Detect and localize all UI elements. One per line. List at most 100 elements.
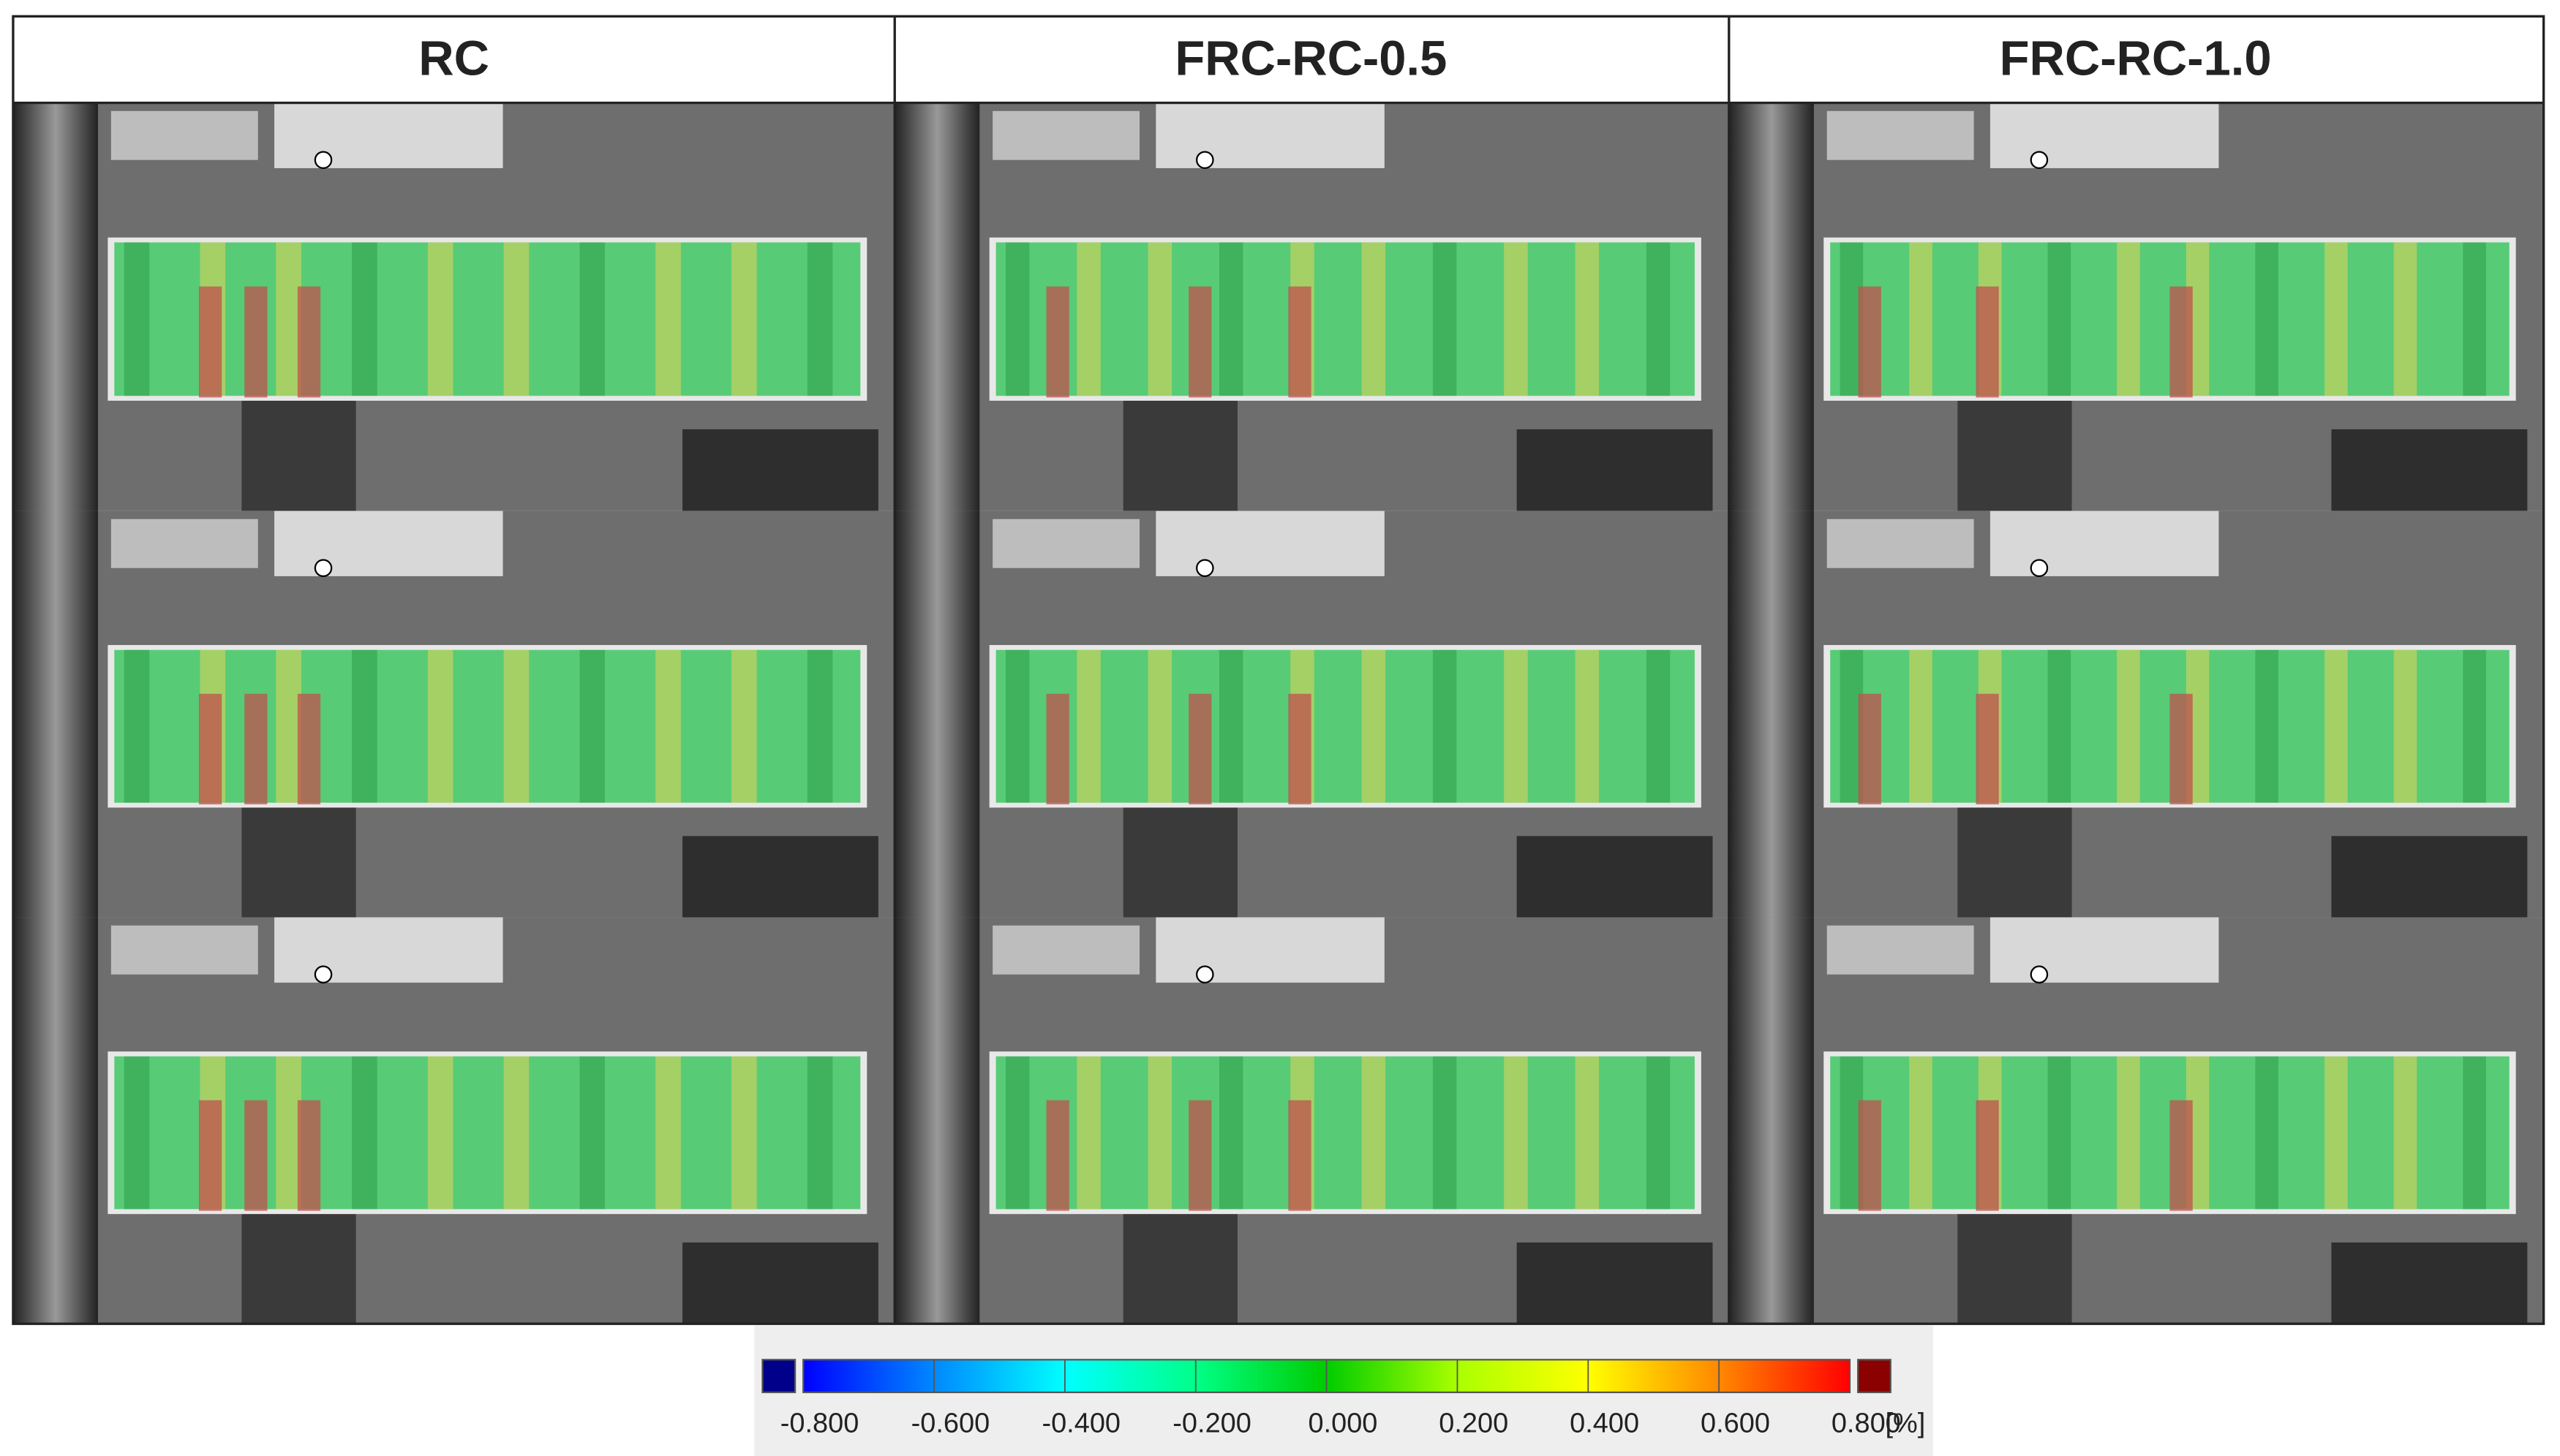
crack-band bbox=[1046, 693, 1069, 804]
target bbox=[314, 965, 333, 984]
strain-band bbox=[1575, 649, 1599, 803]
target bbox=[1196, 965, 1214, 984]
strain-band bbox=[655, 649, 681, 803]
strain-band bbox=[1432, 242, 1457, 396]
strain-band bbox=[579, 649, 606, 803]
column-header: FRC-RC-0.5 bbox=[1175, 31, 1447, 86]
rig bbox=[110, 925, 258, 975]
tick-label: 0.800 bbox=[1831, 1408, 1901, 1439]
rig bbox=[274, 917, 503, 983]
strain-band bbox=[2255, 649, 2278, 803]
strain-band bbox=[1504, 649, 1528, 803]
strain-band bbox=[124, 649, 150, 803]
tick-label: 0.000 bbox=[1308, 1408, 1377, 1439]
tick-label: -0.600 bbox=[911, 1408, 990, 1439]
strain-band bbox=[503, 1056, 530, 1210]
rig bbox=[993, 110, 1140, 160]
photo bbox=[12, 917, 895, 1324]
strain-band bbox=[731, 242, 757, 396]
strain-band bbox=[1575, 1056, 1599, 1210]
column bbox=[1728, 917, 1814, 1324]
target bbox=[1196, 559, 1214, 578]
tick-label: 0.400 bbox=[1570, 1408, 1639, 1439]
crack-band bbox=[1976, 1100, 1999, 1211]
crack-band bbox=[1189, 693, 1212, 804]
rig bbox=[993, 518, 1140, 568]
strain-band bbox=[579, 242, 606, 396]
strain-band bbox=[1219, 1056, 1243, 1210]
column bbox=[895, 917, 980, 1324]
support bbox=[1957, 795, 2072, 918]
target bbox=[2030, 151, 2049, 170]
photo-grid bbox=[12, 102, 2544, 1324]
strain-band bbox=[655, 1056, 681, 1210]
crack-band bbox=[1858, 286, 1881, 398]
strain-band bbox=[1909, 1056, 1932, 1210]
rig bbox=[1826, 110, 1974, 160]
support bbox=[682, 429, 878, 511]
strain-band bbox=[2393, 242, 2417, 396]
column bbox=[12, 102, 98, 511]
photo bbox=[12, 510, 895, 918]
strain-band bbox=[1006, 242, 1030, 396]
over-range bbox=[1857, 1359, 1891, 1394]
colorbar: -0.800 -0.600 -0.400 -0.200 0.000 0.200 0.400 0… bbox=[761, 1359, 1925, 1439]
strain-band bbox=[124, 242, 150, 396]
rig bbox=[110, 518, 258, 568]
strain-band bbox=[731, 1056, 757, 1210]
strain-band bbox=[807, 649, 833, 803]
strain-band bbox=[2117, 1056, 2140, 1210]
strain-band bbox=[352, 242, 377, 396]
crack-band bbox=[198, 286, 222, 398]
strain-band bbox=[1219, 242, 1243, 396]
photo bbox=[1728, 510, 2544, 918]
strain-band bbox=[1006, 1056, 1030, 1210]
strain-band bbox=[2255, 242, 2278, 396]
column bbox=[12, 917, 98, 1324]
photo bbox=[895, 510, 1729, 918]
strain-band bbox=[124, 1056, 150, 1210]
strain-band bbox=[427, 649, 453, 803]
strain-band bbox=[1077, 649, 1101, 803]
crack-band bbox=[1976, 693, 1999, 804]
strain-band bbox=[2117, 649, 2140, 803]
strain-band bbox=[2047, 242, 2071, 396]
rig bbox=[1156, 102, 1385, 168]
target bbox=[2030, 559, 2049, 578]
crack-band bbox=[1189, 286, 1212, 398]
crack-band bbox=[1976, 286, 1999, 398]
support bbox=[1123, 1202, 1238, 1324]
target bbox=[1196, 151, 1214, 170]
column bbox=[12, 510, 98, 918]
column bbox=[895, 102, 980, 511]
tick-label: 0.600 bbox=[1701, 1408, 1770, 1439]
strain-band bbox=[1646, 242, 1671, 396]
tick-label: -0.400 bbox=[1042, 1408, 1121, 1439]
strain-band bbox=[276, 649, 301, 803]
strain-band bbox=[2255, 1056, 2278, 1210]
tick-label: 0.200 bbox=[1439, 1408, 1508, 1439]
photo bbox=[895, 102, 1729, 511]
strain-band bbox=[503, 242, 530, 396]
crack-band bbox=[198, 693, 222, 804]
support bbox=[1516, 1242, 1713, 1324]
strain-band bbox=[1504, 1056, 1528, 1210]
strain-band bbox=[1361, 649, 1386, 803]
photo bbox=[12, 102, 895, 511]
crack-band bbox=[2169, 1100, 2193, 1211]
support bbox=[241, 1202, 356, 1324]
strain-band bbox=[1909, 649, 1932, 803]
strain-band bbox=[655, 242, 681, 396]
rig bbox=[1826, 925, 1974, 975]
strain-band bbox=[1361, 1056, 1386, 1210]
crack-band bbox=[1046, 1100, 1069, 1211]
under-range bbox=[761, 1359, 797, 1394]
column bbox=[895, 510, 980, 918]
strain-band bbox=[1148, 649, 1172, 803]
strain-band bbox=[1006, 649, 1030, 803]
strain-band bbox=[503, 649, 530, 803]
strain-band bbox=[579, 1056, 606, 1210]
strain-band bbox=[1646, 649, 1671, 803]
target bbox=[2030, 965, 2049, 984]
